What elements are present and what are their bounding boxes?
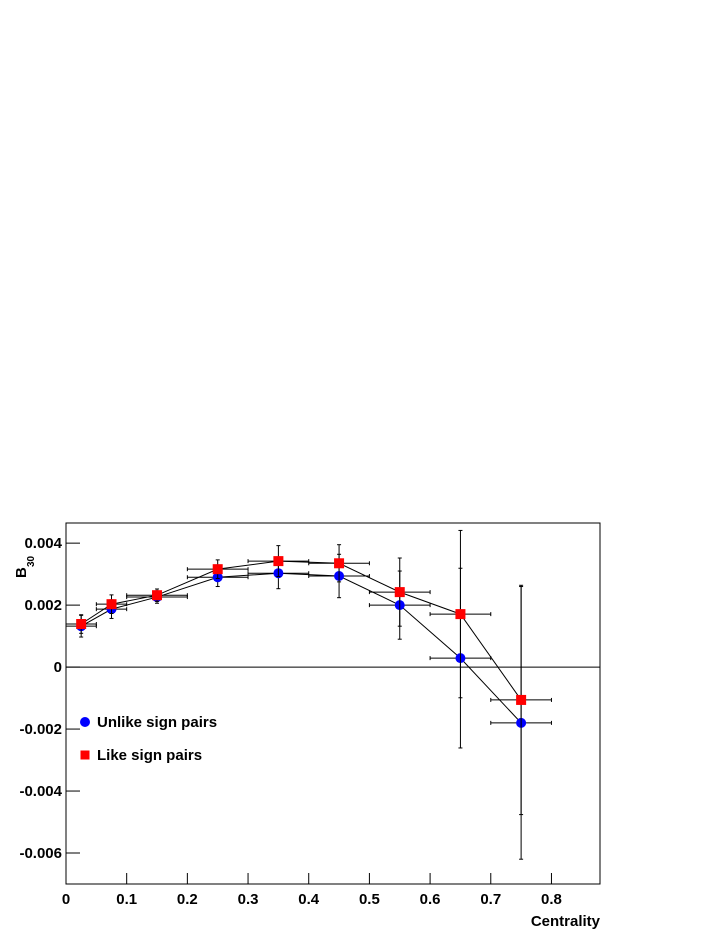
legend-label: Unlike sign pairs <box>97 714 217 731</box>
y-tick-label: -0.006 <box>19 845 62 862</box>
y-tick-label: 0 <box>54 659 62 676</box>
x-tick-label: 0.2 <box>177 891 198 908</box>
legend-marker <box>80 750 90 760</box>
marker <box>455 609 466 620</box>
marker <box>212 564 223 575</box>
y-tick-label: -0.004 <box>19 783 62 800</box>
x-tick-label: 0.5 <box>359 891 380 908</box>
y-tick-label: 0.002 <box>24 597 62 614</box>
y-axis-label-group: B 30 <box>13 555 37 578</box>
marker <box>334 558 345 569</box>
marker <box>152 590 163 601</box>
x-axis-label: Centrality <box>531 913 601 930</box>
x-tick-label: 0.4 <box>298 891 320 908</box>
legend-marker <box>80 717 90 727</box>
x-tick-label: 0.3 <box>238 891 259 908</box>
y-axis-label-sub: 30 <box>26 555 37 567</box>
x-tick-label: 0 <box>62 891 70 908</box>
x-tick-label: 0.6 <box>420 891 441 908</box>
x-tick-label: 0.8 <box>541 891 562 908</box>
legend-label: Like sign pairs <box>97 747 202 764</box>
series-line <box>80 560 522 701</box>
marker <box>106 599 117 610</box>
marker <box>273 556 284 567</box>
marker <box>516 694 527 705</box>
marker <box>76 619 87 630</box>
y-axis-label: B <box>13 567 30 578</box>
x-tick-label: 0.1 <box>116 891 137 908</box>
y-tick-label: 0.004 <box>24 535 62 552</box>
x-tick-label: 0.7 <box>480 891 501 908</box>
y-tick-label: -0.002 <box>19 721 62 738</box>
plot-frame <box>65 522 601 885</box>
marker <box>394 587 405 598</box>
